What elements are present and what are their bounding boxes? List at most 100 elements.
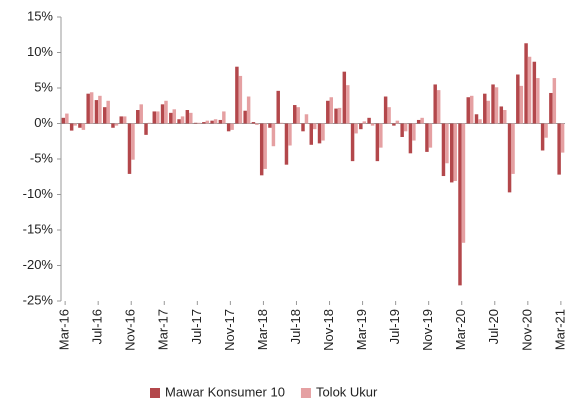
x-tick-label: Nov-17 (222, 309, 237, 351)
bar (119, 116, 123, 124)
bar (177, 119, 181, 124)
bar (412, 123, 416, 141)
bar (222, 111, 226, 124)
bar (259, 123, 264, 176)
x-tick-label: Jul-17 (189, 309, 204, 344)
x-tick-label: Nov-20 (519, 309, 534, 351)
bar (180, 116, 185, 124)
bar (375, 123, 380, 162)
bar (359, 123, 363, 130)
bar (61, 117, 66, 124)
bar (527, 56, 532, 124)
y-tick-label: -20% (23, 257, 54, 272)
bar (136, 110, 140, 124)
y-tick-label: -5% (30, 150, 54, 165)
bar (263, 123, 267, 169)
bar (78, 123, 82, 128)
bar (524, 43, 528, 124)
bar (127, 123, 132, 174)
bar (552, 78, 557, 124)
bar (102, 107, 107, 124)
bar (238, 75, 243, 124)
bar (544, 123, 548, 138)
bar (160, 104, 165, 124)
bar (532, 61, 537, 124)
bar (441, 123, 446, 177)
bar (549, 92, 553, 124)
bar (317, 123, 322, 144)
bar (131, 123, 135, 160)
bar (251, 122, 256, 124)
bar (329, 97, 333, 124)
bar (65, 113, 69, 124)
bar (279, 122, 284, 124)
y-tick-label: -25% (23, 292, 54, 307)
bar (164, 100, 168, 124)
x-tick-label: Nov-19 (420, 309, 435, 351)
bar (433, 84, 437, 124)
bar (499, 106, 504, 124)
bar (516, 74, 520, 124)
bar (491, 84, 495, 124)
x-tick-label: Mar-21 (552, 309, 567, 350)
bar (114, 123, 119, 126)
bar (144, 123, 148, 135)
bar (293, 105, 297, 124)
bar (213, 119, 218, 124)
bar (86, 93, 90, 124)
bar (255, 123, 259, 125)
bar (420, 117, 424, 124)
legend-swatch (150, 388, 160, 398)
x-tick-label: Mar-20 (453, 309, 468, 350)
bar (469, 95, 474, 124)
bar (205, 120, 210, 124)
bar (288, 123, 292, 146)
bar (321, 123, 325, 141)
x-tick-label: Nov-16 (123, 309, 138, 351)
bar (69, 123, 74, 131)
bar (346, 85, 350, 124)
x-tick-label: Jul-18 (288, 309, 303, 344)
bar (185, 110, 190, 124)
bar (243, 110, 247, 124)
bar (466, 97, 470, 124)
bar (334, 108, 338, 124)
bar (271, 123, 276, 147)
bar (147, 122, 152, 124)
bar (189, 112, 193, 124)
x-tick-label: Jul-20 (486, 309, 501, 344)
bar (309, 123, 313, 145)
bar (425, 123, 429, 152)
bar (301, 123, 305, 132)
bar (172, 109, 177, 124)
bar (461, 123, 466, 243)
y-tick-label: -10% (23, 186, 54, 201)
bar (408, 123, 413, 154)
bar (540, 123, 545, 151)
x-tick-label: Mar-18 (255, 309, 270, 350)
bar (313, 123, 317, 130)
y-tick-label: -15% (23, 221, 54, 236)
bar (387, 107, 391, 124)
x-tick-label: Mar-16 (57, 309, 72, 350)
bar (111, 123, 115, 128)
bar (370, 123, 375, 126)
bar (383, 96, 388, 124)
x-tick-label: Mar-19 (354, 309, 369, 350)
bar (169, 112, 173, 124)
bar (507, 123, 512, 193)
bar (560, 123, 565, 153)
bar (474, 114, 479, 124)
bar (453, 123, 457, 182)
bar (557, 123, 561, 175)
bar (210, 120, 214, 124)
bar (416, 119, 421, 124)
bar (156, 111, 160, 124)
bar (342, 71, 347, 124)
bar (536, 78, 540, 124)
bar (337, 107, 342, 124)
bar (354, 123, 358, 134)
legend-label: Mawar Konsumer 10 (165, 384, 285, 399)
bar (246, 96, 251, 124)
